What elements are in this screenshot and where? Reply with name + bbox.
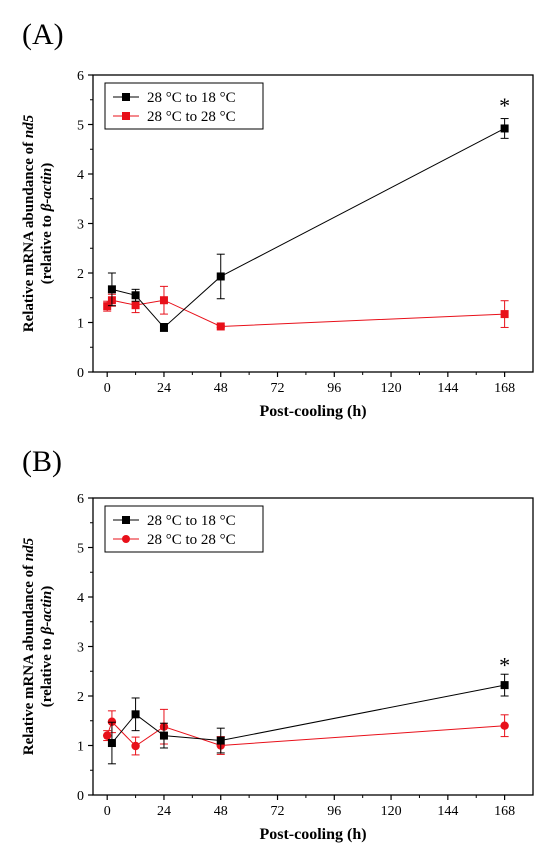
data-point — [500, 310, 509, 319]
x-tick-label: 144 — [437, 381, 458, 396]
y-tick-label: 6 — [77, 69, 84, 84]
y-axis-label-ref: β-actin — [39, 591, 55, 636]
x-tick-label: 48 — [214, 381, 228, 396]
y-axis-label-text: Relative mRNA abundance of — [21, 561, 37, 755]
legend-label: 28 °C to 28 °C — [147, 109, 236, 125]
y-tick-label: 0 — [77, 366, 84, 381]
data-point — [131, 291, 140, 300]
y-axis-label-text: ) — [39, 163, 55, 168]
y-tick-label: 2 — [77, 267, 84, 282]
data-point — [216, 322, 225, 331]
data-point — [500, 721, 509, 730]
x-tick-label: 0 — [104, 381, 111, 396]
chart-b: 0 24 48 72 96 120 144 168 0 1 2 3 4 5 6 Post-cooling (h… — [21, 492, 534, 843]
x-axis-label: Post-cooling (h) — [259, 826, 366, 843]
data-point — [159, 323, 168, 332]
x-tick-label: 168 — [494, 804, 515, 819]
x-axis-label: Post-cooling (h) — [259, 403, 366, 420]
y-axis-label-text: (relative to — [39, 634, 55, 707]
data-point — [216, 272, 225, 281]
data-point — [131, 301, 140, 310]
significance-marker: * — [499, 652, 510, 677]
legend-label: 28 °C to 18 °C — [147, 513, 236, 529]
x-tick-label: 72 — [271, 381, 285, 396]
x-tick-label: 24 — [157, 804, 171, 819]
y-axis-label-ref: β-actin — [39, 168, 55, 213]
x-tick-label: 144 — [437, 804, 458, 819]
y-axis-label-2: (relative to β-actin) — [39, 586, 55, 708]
y-tick-label: 3 — [77, 641, 84, 656]
legend-label: 28 °C to 28 °C — [147, 532, 236, 548]
series-line-0 — [111, 684, 505, 744]
x-tick-label: 96 — [327, 381, 341, 396]
data-point — [500, 124, 509, 133]
data-point — [107, 739, 116, 748]
data-point — [107, 285, 116, 294]
y-tick-label: 4 — [77, 168, 84, 183]
x-tick-label: 24 — [157, 381, 171, 396]
y-axis-label-gene: nd5 — [21, 537, 37, 561]
data-point — [500, 681, 509, 690]
significance-marker: * — [499, 93, 510, 118]
legend-marker — [122, 112, 130, 120]
legend-marker — [122, 516, 130, 524]
y-tick-label: 1 — [77, 740, 84, 755]
legend-box — [104, 82, 264, 130]
panel-a: (A) 0 24 48 72 96 120 144 168 0 1 2 3 4 5 6 Post-coolin… — [21, 18, 534, 420]
x-tick-label: 0 — [104, 804, 111, 819]
data-point — [102, 731, 112, 740]
y-axis-label-text: ) — [39, 586, 55, 591]
y-axis-label-gene: nd5 — [21, 114, 37, 138]
y-tick-label: 2 — [77, 690, 84, 705]
x-tick-label: 168 — [494, 381, 515, 396]
panel-label: (B) — [22, 445, 62, 478]
x-tick-label: 120 — [381, 381, 402, 396]
data-point — [159, 296, 168, 305]
data-point — [131, 741, 140, 751]
x-tick-label: 72 — [271, 804, 285, 819]
y-tick-label: 1 — [77, 317, 84, 332]
data-point — [103, 302, 112, 311]
data-point — [131, 710, 140, 719]
legend-marker — [122, 535, 130, 543]
y-axis-label-text: (relative to — [39, 211, 55, 284]
panel-b: (B) 0 24 48 72 96 120 144 168 0 1 2 3 4 5 6 Post-coolin… — [0, 433, 550, 866]
legend-marker — [122, 93, 130, 101]
y-axis-label: Relative mRNA abundance of nd5 — [21, 537, 37, 755]
y-tick-label: 5 — [77, 119, 84, 134]
y-axis-label: Relative mRNA abundance of nd5 — [21, 114, 37, 332]
y-axis-label-text: Relative mRNA abundance of — [21, 138, 37, 332]
data-point — [159, 731, 168, 740]
legend-box — [104, 505, 264, 553]
legend-label: 28 °C to 18 °C — [147, 90, 236, 106]
series-line-0 — [111, 128, 505, 329]
x-tick-label: 48 — [214, 804, 228, 819]
chart-a: 0 24 48 72 96 120 144 168 0 1 2 3 4 5 6 Post-cooling (h… — [21, 69, 534, 420]
x-tick-label: 120 — [381, 804, 402, 819]
y-tick-label: 3 — [77, 218, 84, 233]
y-tick-label: 5 — [77, 542, 84, 557]
x-tick-label: 96 — [327, 804, 341, 819]
y-tick-label: 0 — [77, 789, 84, 804]
y-tick-label: 4 — [77, 591, 84, 606]
data-point — [216, 736, 225, 745]
y-tick-label: 6 — [77, 492, 84, 507]
y-axis-label-2: (relative to β-actin) — [39, 163, 55, 285]
panel-label: (A) — [22, 18, 64, 51]
